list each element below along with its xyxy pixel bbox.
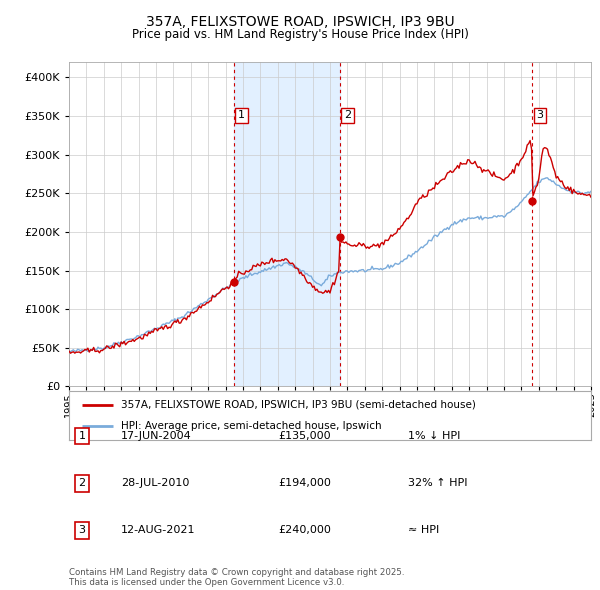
Text: 2: 2	[344, 110, 352, 120]
Text: 2: 2	[79, 478, 86, 488]
Text: 1: 1	[79, 431, 86, 441]
Text: Price paid vs. HM Land Registry's House Price Index (HPI): Price paid vs. HM Land Registry's House …	[131, 28, 469, 41]
Text: ≈ HPI: ≈ HPI	[409, 526, 440, 535]
Text: 357A, FELIXSTOWE ROAD, IPSWICH, IP3 9BU (semi-detached house): 357A, FELIXSTOWE ROAD, IPSWICH, IP3 9BU …	[121, 399, 476, 409]
Text: 1% ↓ HPI: 1% ↓ HPI	[409, 431, 461, 441]
Text: £135,000: £135,000	[278, 431, 331, 441]
Text: £194,000: £194,000	[278, 478, 331, 488]
Text: 17-JUN-2004: 17-JUN-2004	[121, 431, 192, 441]
Text: 1: 1	[238, 110, 245, 120]
Text: 28-JUL-2010: 28-JUL-2010	[121, 478, 190, 488]
Text: Contains HM Land Registry data © Crown copyright and database right 2025.
This d: Contains HM Land Registry data © Crown c…	[69, 568, 404, 587]
Text: 12-AUG-2021: 12-AUG-2021	[121, 526, 196, 535]
Text: HPI: Average price, semi-detached house, Ipswich: HPI: Average price, semi-detached house,…	[121, 421, 382, 431]
Text: £240,000: £240,000	[278, 526, 331, 535]
Text: 32% ↑ HPI: 32% ↑ HPI	[409, 478, 468, 488]
Text: 3: 3	[79, 526, 86, 535]
Text: 357A, FELIXSTOWE ROAD, IPSWICH, IP3 9BU: 357A, FELIXSTOWE ROAD, IPSWICH, IP3 9BU	[146, 15, 454, 29]
Text: 3: 3	[536, 110, 544, 120]
Bar	[233, 62, 340, 386]
